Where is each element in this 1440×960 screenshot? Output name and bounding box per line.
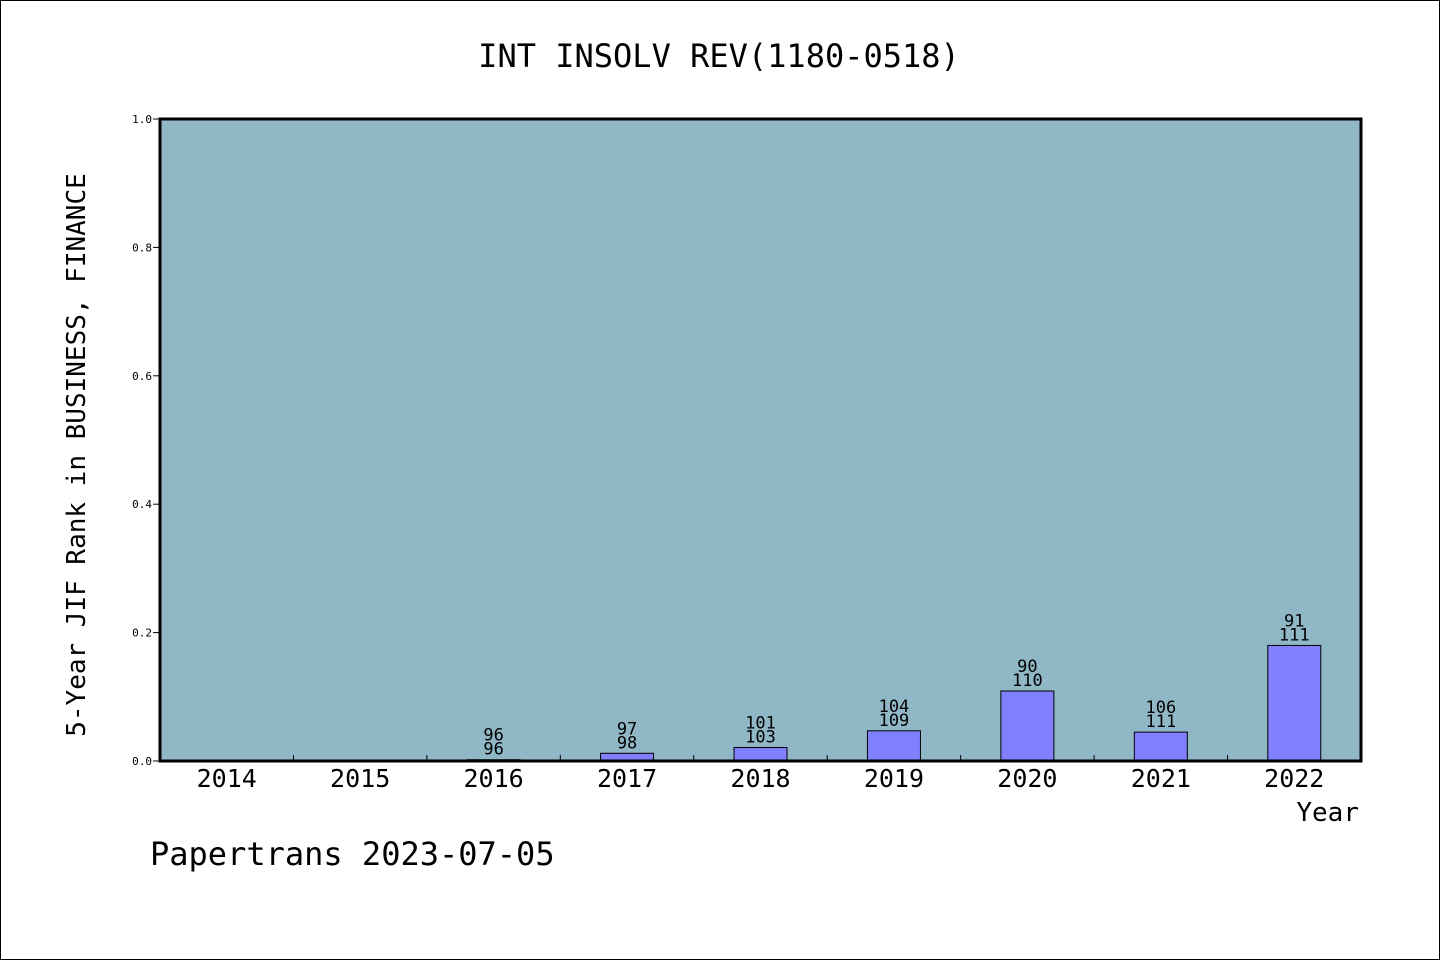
bar-label-top-2021: 106 bbox=[1145, 698, 1176, 718]
bar-2020 bbox=[1000, 690, 1055, 762]
bar-2021 bbox=[1133, 731, 1188, 762]
x-tick-label-2020: 2020 bbox=[997, 764, 1057, 793]
bar-label-top-2020: 90 bbox=[1017, 657, 1037, 677]
plot-border bbox=[158, 117, 1363, 763]
y-axis-label: 5-Year JIF Rank in BUSINESS, FINANCE bbox=[62, 173, 92, 737]
x-tick-label-2015: 2015 bbox=[330, 764, 390, 793]
bar-label-top-2016: 96 bbox=[483, 726, 503, 746]
bar-label-top-2018: 101 bbox=[745, 714, 776, 734]
y-tick-label-0.0: 0.0 bbox=[132, 755, 152, 768]
bar-2018 bbox=[733, 747, 788, 762]
y-tick-label-1.0: 1.0 bbox=[132, 113, 152, 126]
bar-label-bottom-2017: 98 bbox=[617, 733, 637, 753]
bar-2022 bbox=[1267, 644, 1322, 762]
y-tick-label-0.2: 0.2 bbox=[132, 627, 152, 640]
x-tick-label-2021: 2021 bbox=[1131, 764, 1191, 793]
x-axis-label: Year bbox=[1296, 798, 1359, 828]
ticks-layer: 2014 2015 2016 2017 2018 2019 2020 2021 2022 0.0 0… bbox=[132, 113, 1324, 793]
bar-label-bottom-2022: 111 bbox=[1279, 625, 1310, 645]
x-tick-label-2017: 2017 bbox=[597, 764, 657, 793]
bar-label-bottom-2019: 109 bbox=[879, 711, 910, 731]
footer-credit: Papertrans 2023-07-05 bbox=[150, 835, 555, 873]
x-tick-label-2019: 2019 bbox=[864, 764, 924, 793]
bar-label-bottom-2016: 96 bbox=[483, 740, 503, 760]
y-tick-label-0.4: 0.4 bbox=[132, 498, 152, 511]
bar-label-bottom-2020: 110 bbox=[1012, 671, 1043, 691]
x-tick-label-2016: 2016 bbox=[464, 764, 524, 793]
bar-2019 bbox=[866, 730, 921, 762]
bar-label-top-2022: 91 bbox=[1284, 611, 1304, 631]
x-tick-label-2014: 2014 bbox=[197, 764, 257, 793]
bar-label-top-2017: 97 bbox=[617, 719, 637, 739]
x-tick-label-2022: 2022 bbox=[1264, 764, 1324, 793]
bar-label-bottom-2021: 111 bbox=[1145, 712, 1176, 732]
x-tick-label-2018: 2018 bbox=[730, 764, 790, 793]
bar-label-top-2019: 104 bbox=[879, 697, 910, 717]
y-tick-label-0.8: 0.8 bbox=[132, 241, 152, 254]
chart-title: INT INSOLV REV(1180-0518) bbox=[478, 37, 960, 75]
plot-area bbox=[160, 119, 1361, 761]
bar-label-bottom-2018: 103 bbox=[745, 728, 776, 748]
y-tick-label-0.6: 0.6 bbox=[132, 370, 152, 383]
